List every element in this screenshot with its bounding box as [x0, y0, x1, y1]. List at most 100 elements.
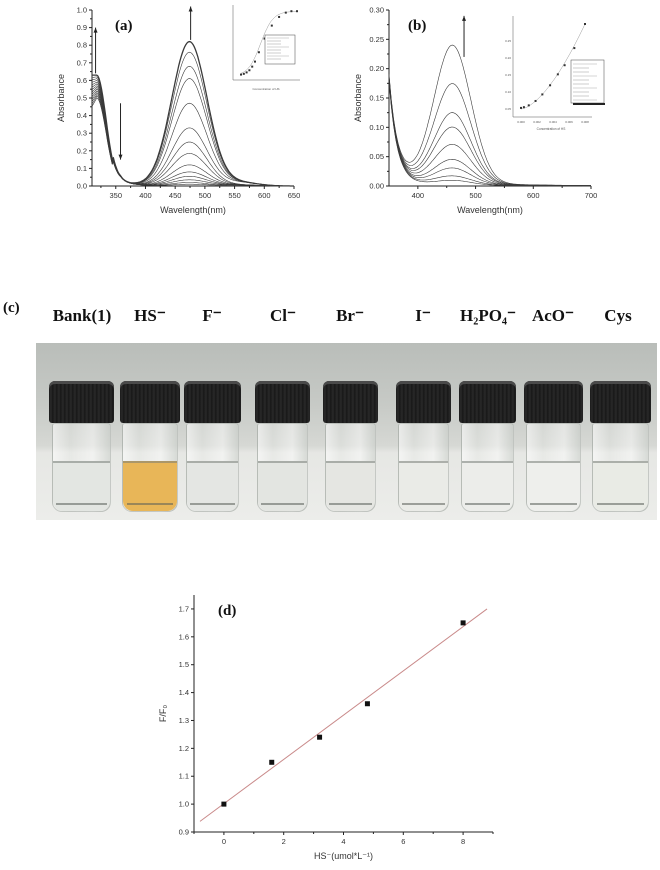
vial-liquid	[593, 461, 648, 511]
vial-cap	[590, 381, 651, 423]
arrow-up-icon	[93, 27, 98, 74]
spectrum-curve	[388, 76, 591, 186]
y-tick-label: 1.7	[179, 604, 189, 613]
axes-a: 350 400 450 500 550 600 650 0.0 0.1 0.2 0.3 0.4 0.5 0…	[56, 6, 300, 216]
vial-glass	[325, 423, 376, 512]
vials-photo	[36, 343, 657, 520]
svg-text:0.15: 0.15	[505, 73, 511, 77]
y-tick-label: 0.6	[77, 76, 87, 85]
y-tick-label: 0.2	[77, 146, 87, 155]
x-tick-label: 4	[341, 837, 345, 846]
y-tick-label: 0.15	[369, 94, 384, 103]
svg-text:0.05: 0.05	[505, 107, 511, 111]
spectrum-curve	[91, 65, 294, 187]
chart-panel-b: 400 500 600 700 0.00 0.05 0.10 0.15 0.20 0.25 0.30…	[353, 6, 605, 216]
y-axis-title: F/F₀	[158, 705, 168, 722]
x-axis-title: Wavelength(nm)	[160, 205, 226, 215]
spectrum-curve	[388, 44, 591, 186]
vial-liquid	[399, 461, 448, 511]
x-tick-label: 350	[110, 191, 123, 200]
vial-cap	[184, 381, 241, 423]
y-tick-label: 0.5	[77, 94, 87, 103]
x-tick-label: 6	[401, 837, 405, 846]
fit-line	[199, 608, 488, 822]
x-tick-label: 500	[199, 191, 212, 200]
vial	[49, 343, 114, 520]
spectrum-curve	[91, 78, 294, 187]
y-tick-label: 1.5	[179, 660, 189, 669]
x-tick-label: 400	[139, 191, 152, 200]
anion-label: HS⁻	[134, 306, 166, 325]
axes-b: 400 500 600 700 0.00 0.05 0.10 0.15 0.20 0.25 0.30…	[353, 6, 597, 216]
y-tick-label: 1.0	[77, 6, 87, 15]
data-point	[221, 801, 227, 807]
inset-legend-box	[264, 34, 296, 65]
vial	[323, 343, 378, 520]
y-tick-label: 0.8	[77, 41, 87, 50]
vial	[184, 343, 241, 520]
vial	[120, 343, 180, 520]
y-tick-label: 1.2	[179, 744, 189, 753]
vial-liquid	[527, 461, 580, 511]
vial-liquid	[462, 461, 513, 511]
photo-labels: (c) Bank(1) HS⁻ F⁻ Cl⁻ Br⁻ I⁻ H₂PO₄⁻ AcO⁻ Cys	[0, 300, 660, 340]
vial-glass	[526, 423, 581, 512]
y-tick-label: 0.3	[77, 129, 87, 138]
data-point	[269, 759, 275, 765]
spectrum-curve	[91, 51, 294, 187]
svg-text:Concentration of HS: Concentration of HS	[252, 87, 279, 91]
y-tick-label: 0.4	[77, 111, 87, 120]
arrow-down-icon	[118, 103, 123, 160]
y-tick-label: 0.20	[369, 64, 384, 73]
spectrum-curve	[91, 83, 294, 187]
spectrum-curve	[91, 88, 294, 187]
vial-glass	[398, 423, 449, 512]
chart-panel-a: 350 400 450 500 550 600 650 0.0 0.1 0.2 0.3 0.4 0.5 0…	[56, 5, 300, 216]
x-axis-title: HS⁻(umol*L⁻¹)	[314, 851, 373, 861]
vial-liquid	[52, 461, 111, 511]
vial	[590, 343, 651, 520]
spectrum-curve	[91, 95, 294, 187]
x-tick-label: 2	[282, 837, 286, 846]
arrow-up-icon	[188, 6, 193, 40]
vial-liquid	[187, 461, 238, 511]
svg-text:0.008: 0.008	[581, 120, 589, 124]
y-tick-label: 1.3	[179, 716, 189, 725]
svg-text:Concentration of HS: Concentration of HS	[537, 127, 566, 131]
spectrum-curve	[91, 86, 294, 187]
vial-liquid	[123, 461, 177, 511]
svg-text:0.006: 0.006	[565, 120, 573, 124]
x-tick-label: 8	[461, 837, 465, 846]
spectrum-curve	[91, 81, 294, 187]
vial-glass	[122, 423, 178, 512]
inset-plot-a: Concentration of HS	[232, 5, 300, 91]
y-axis-title: Absorbance	[353, 74, 363, 122]
vial-glass	[461, 423, 514, 512]
vial-cap	[396, 381, 451, 423]
arrow-up-icon	[462, 15, 467, 57]
vial-glass	[186, 423, 239, 512]
spectrum-curve	[388, 79, 591, 187]
spectrum-curve	[388, 78, 591, 186]
y-axis-title: Absorbance	[56, 74, 66, 122]
x-tick-label: 500	[469, 191, 482, 200]
panel-d-label: (d)	[218, 603, 236, 619]
anion-label: Cys	[604, 306, 632, 325]
y-tick-label: 0.9	[179, 828, 189, 837]
vial-glass	[51, 423, 112, 512]
svg-text:0.10: 0.10	[505, 90, 511, 94]
x-tick-label: 600	[527, 191, 540, 200]
x-axis-title: Wavelength(nm)	[457, 205, 523, 215]
spectrum-curve	[92, 40, 294, 187]
panel-c-label: (c)	[3, 300, 20, 316]
y-tick-label: 1.0	[179, 800, 189, 809]
anion-label: Bank(1)	[52, 306, 112, 325]
vial-cap	[459, 381, 516, 423]
svg-text:0.002: 0.002	[533, 120, 541, 124]
anion-label: H₂PO₄⁻	[460, 306, 516, 325]
vial-liquid	[326, 461, 375, 511]
x-tick-label: 450	[169, 191, 182, 200]
inset-plot-b: 0.000 0.002 0.004 0.006 0.008 0.05 0.10 0.15 0.2…	[505, 16, 605, 131]
spectrum-curve	[388, 80, 591, 187]
y-tick-label: 0.10	[369, 123, 384, 132]
